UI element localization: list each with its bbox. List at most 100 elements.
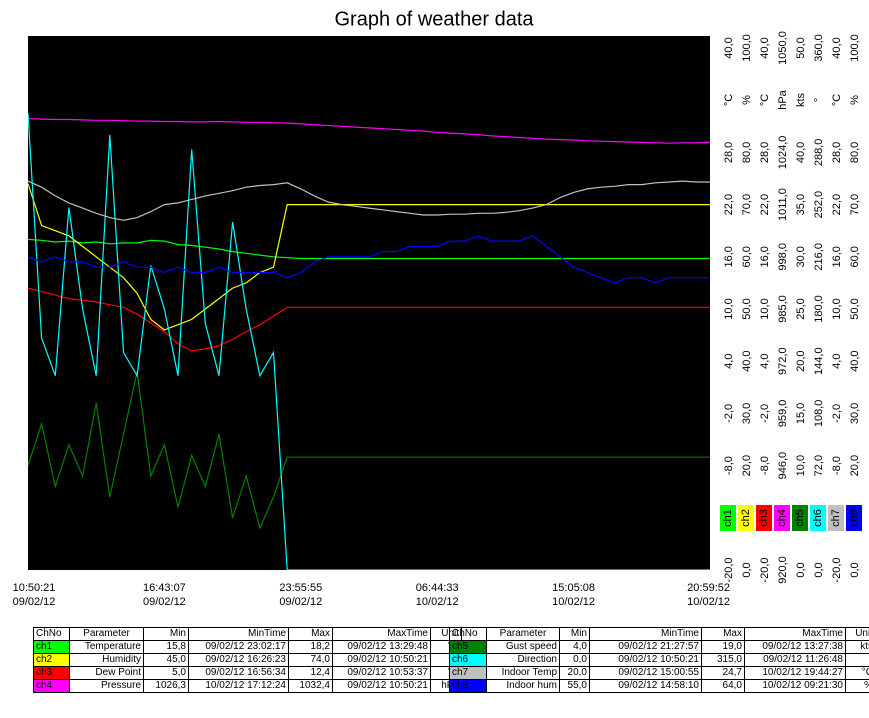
table-cell: 45,0 xyxy=(143,653,189,667)
x-tick-date: 10/02/12 xyxy=(552,596,595,608)
y-tick-label: 10,0 xyxy=(759,298,771,319)
legend-label: ch8 xyxy=(848,509,860,527)
y-tick-label: 22,0 xyxy=(723,194,735,215)
table-cell: 18,2 xyxy=(288,640,333,654)
header-cell: ChNo xyxy=(449,627,487,641)
table-cell: 15,8 xyxy=(143,640,189,654)
table-row: ch7 Indoor Temp 20,0 09/02/12 15:00:55 24,7 1… xyxy=(449,666,869,680)
table-cell: 09/02/12 10:50:21 xyxy=(332,653,431,667)
y-tick-label: 108,0 xyxy=(813,400,825,428)
y-tick-label: 4,0 xyxy=(723,354,735,369)
y-tick-label: 40,0 xyxy=(741,350,753,371)
legend-swatch xyxy=(810,505,826,531)
y-tick-label: 216,0 xyxy=(813,243,825,271)
header-cell: Min xyxy=(559,627,590,641)
y-tick-label: 10,0 xyxy=(831,298,843,319)
table-cell: 0,0 xyxy=(559,653,590,667)
x-tick-label: 20:59:52 xyxy=(687,582,730,594)
legend-label: ch2 xyxy=(740,509,752,527)
table-cell: ° xyxy=(845,653,869,667)
table-cell: Humidity xyxy=(69,653,144,667)
header-cell: Parameter xyxy=(486,627,560,641)
y-tick-label: 28,0 xyxy=(831,142,843,163)
table-cell: 1032,4 xyxy=(288,679,333,693)
header-cell: MinTime xyxy=(188,627,289,641)
table-cell: 09/02/12 23:02:17 xyxy=(188,640,289,654)
table-cell: 12,4 xyxy=(288,666,333,680)
stats-table: ChNoParameterMinMinTimeMaxMaxTimeUnitch5… xyxy=(449,627,869,693)
table-row: ch1 Temperature 15,8 09/02/12 23:02:17 18,2 0… xyxy=(33,640,462,654)
channel-cell: ch5 xyxy=(449,640,487,654)
table-cell: 09/02/12 10:50:21 xyxy=(332,679,431,693)
table-row: ch4 Pressure 1026,3 10/02/12 17:12:24 1032,4… xyxy=(33,679,462,693)
x-tick-label: 06:44:33 xyxy=(416,582,459,594)
table-cell: 09/02/12 10:53:37 xyxy=(332,666,431,680)
legend-label: ch7 xyxy=(830,509,842,527)
header-cell: MaxTime xyxy=(332,627,431,641)
y-tick-label: 10,0 xyxy=(795,455,807,476)
y-tick-label: 60,0 xyxy=(741,246,753,267)
table-row: ch8 Indoor hum 55,0 09/02/12 14:58:10 64,0 10… xyxy=(449,679,869,693)
y-tick-label: 70,0 xyxy=(741,194,753,215)
y-tick-label: -20,0 xyxy=(831,557,843,582)
table-cell: 1026,3 xyxy=(143,679,189,693)
y-tick-label: 30,0 xyxy=(741,403,753,424)
table-cell: Dew Point xyxy=(69,666,144,680)
y-tick-label: 70,0 xyxy=(849,194,861,215)
legend-label: ch4 xyxy=(776,509,788,527)
y-tick-label: 40,0 xyxy=(723,37,735,58)
x-tick-label: 15:05:08 xyxy=(552,582,595,594)
table-cell: 4,0 xyxy=(559,640,590,654)
y-tick-label: 60,0 xyxy=(849,246,861,267)
table-cell: Direction xyxy=(486,653,560,667)
y-tick-label: 4,0 xyxy=(831,354,843,369)
table-cell: 09/02/12 13:27:38 xyxy=(744,640,846,654)
y-tick-label: 998,0 xyxy=(777,243,789,271)
table-cell: 10/02/12 19:44:27 xyxy=(744,666,846,680)
y-tick-label: 4,0 xyxy=(759,354,771,369)
y-tick-label: 25,0 xyxy=(795,298,807,319)
table-cell: 315,0 xyxy=(701,653,745,667)
channel-cell: ch8 xyxy=(449,679,487,693)
chart: Graph of weather data 10:50:21 09/02/12 16… xyxy=(13,8,862,608)
y-tick-label: 946,0 xyxy=(777,452,789,480)
legend-label: ch3 xyxy=(758,509,770,527)
header-cell: MinTime xyxy=(589,627,702,641)
legend-swatch xyxy=(774,505,790,531)
legend-label: ch1 xyxy=(722,509,734,527)
y-tick-label: 22,0 xyxy=(831,194,843,215)
table-row: ch2 Humidity 45,0 09/02/12 16:26:23 74,0 09/0… xyxy=(33,653,462,667)
y-tick-label: 252,0 xyxy=(813,191,825,219)
channel-cell: ch1 xyxy=(33,640,70,654)
table-cell: Gust speed xyxy=(486,640,560,654)
y-tick-label: 15,0 xyxy=(795,403,807,424)
x-tick-date: 09/02/12 xyxy=(13,596,56,608)
y-tick-label: -2,0 xyxy=(723,404,735,423)
table-cell: 09/02/12 16:56:34 xyxy=(188,666,289,680)
y-tick-label: -2,0 xyxy=(759,404,771,423)
y-tick-label: 28,0 xyxy=(723,142,735,163)
table-row: ch6 Direction 0,0 09/02/12 10:50:21 315,0 09/… xyxy=(449,653,869,667)
y-tick-label: 180,0 xyxy=(813,295,825,323)
y-tick-label: 80,0 xyxy=(741,142,753,163)
table-cell: Indoor Temp xyxy=(486,666,560,680)
y-tick-label: 28,0 xyxy=(759,142,771,163)
table-cell: Temperature xyxy=(69,640,144,654)
y-tick-label: 40,0 xyxy=(849,350,861,371)
plot-area xyxy=(28,36,710,570)
x-tick-date: 09/02/12 xyxy=(143,596,186,608)
table-row: ch5 Gust speed 4,0 09/02/12 21:27:57 19,0 09/… xyxy=(449,640,869,654)
y-tick-label: 288,0 xyxy=(813,139,825,167)
table-cell: 19,0 xyxy=(701,640,745,654)
table-cell: Indoor hum xyxy=(486,679,560,693)
series-line xyxy=(28,371,710,531)
stats-table: ChNo Parameter Min MinTime Max MaxTime Unit ch1… xyxy=(33,627,462,693)
y-tick-label: 972,0 xyxy=(777,347,789,375)
channel-cell: ch2 xyxy=(33,653,70,667)
y-tick-label: 10,0 xyxy=(723,298,735,319)
y-tick-label: 72,0 xyxy=(813,455,825,476)
header-cell: Min xyxy=(143,627,189,641)
table-cell: 09/02/12 10:50:21 xyxy=(589,653,702,667)
